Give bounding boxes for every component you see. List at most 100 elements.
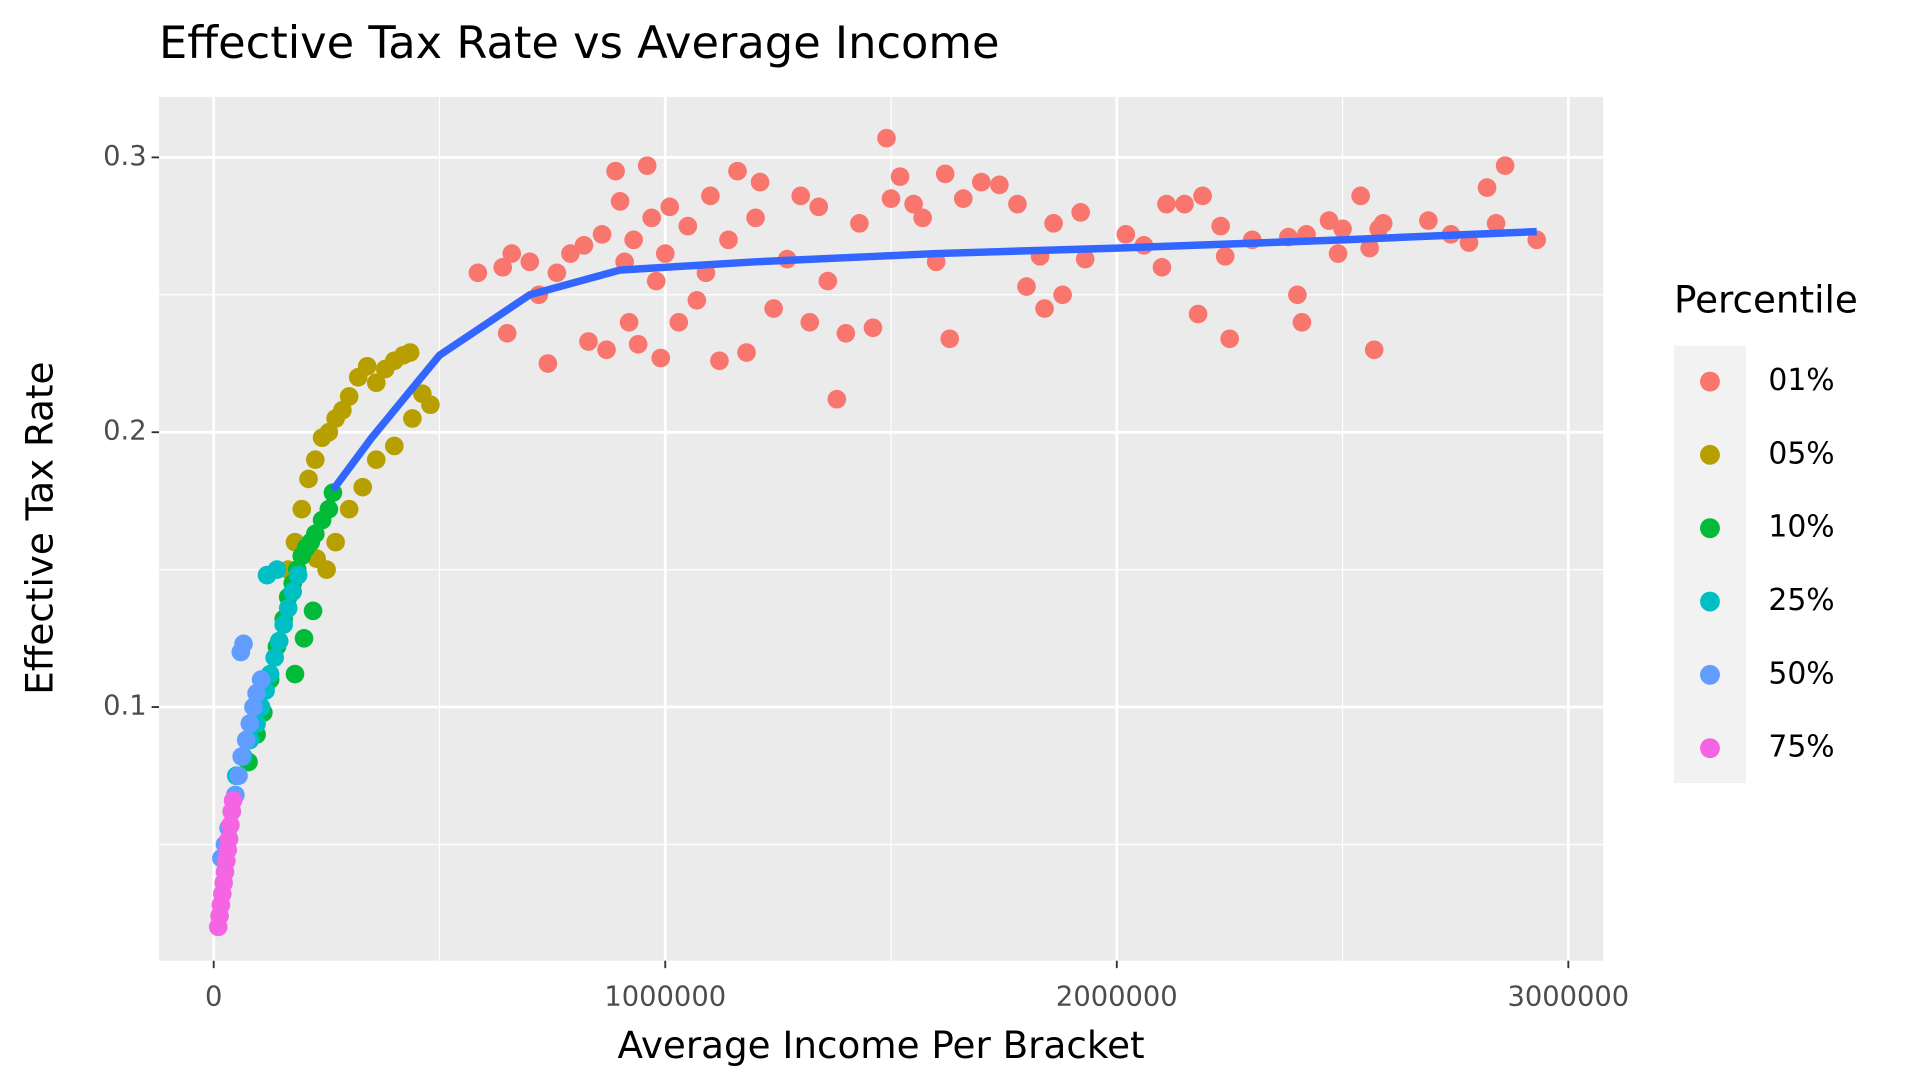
point — [1220, 329, 1239, 349]
point — [1373, 214, 1393, 233]
x-axis-label: Average Income Per Bracket — [618, 1023, 1145, 1067]
point — [1333, 219, 1352, 239]
point — [319, 499, 339, 519]
point — [642, 208, 662, 228]
point — [610, 192, 630, 211]
point — [520, 252, 540, 272]
chart-title: Effective Tax Rate vs Average Income — [159, 16, 999, 69]
point — [288, 565, 308, 585]
point — [1116, 225, 1136, 244]
point — [561, 244, 580, 263]
point — [935, 164, 955, 184]
point — [651, 348, 671, 368]
legend-label: 10% — [1768, 510, 1834, 545]
point — [1288, 285, 1307, 305]
marks — [208, 128, 1547, 937]
point — [421, 395, 440, 415]
point — [1071, 203, 1090, 222]
legend-key — [1700, 371, 1720, 392]
point — [1419, 211, 1438, 230]
point — [326, 532, 345, 552]
point — [827, 389, 847, 409]
point — [701, 186, 720, 206]
point — [1157, 194, 1176, 214]
point — [877, 128, 896, 148]
point — [339, 499, 359, 519]
point — [219, 829, 239, 849]
y-tick-label: 0.2 — [103, 416, 146, 447]
legend-title: Percentile — [1674, 278, 1858, 322]
x-tick-label: 2000000 — [1056, 981, 1178, 1012]
point — [317, 560, 336, 579]
legend: 01% 05% 10% 25% 50% 75% — [1700, 363, 1835, 765]
point — [538, 354, 558, 373]
y-axis-label: Effective Tax Rate — [18, 362, 62, 695]
point — [646, 271, 666, 291]
point — [669, 312, 689, 332]
point — [269, 631, 289, 651]
trend-line — [329, 227, 1537, 493]
point — [592, 225, 612, 244]
point — [1319, 211, 1339, 230]
point — [294, 629, 314, 648]
legend-key — [1700, 738, 1720, 759]
point — [863, 318, 883, 338]
point — [232, 747, 252, 766]
legend-label: 05% — [1768, 436, 1834, 471]
point — [1328, 244, 1348, 263]
point — [913, 208, 932, 228]
point — [809, 197, 829, 217]
point — [267, 560, 287, 579]
legend-label: 75% — [1768, 730, 1834, 765]
legend-label: 50% — [1768, 656, 1834, 691]
legend-key — [1700, 444, 1720, 465]
point — [493, 258, 513, 277]
point — [881, 189, 901, 208]
point — [1008, 194, 1027, 214]
legend-label: 25% — [1768, 583, 1834, 618]
point — [1035, 299, 1054, 318]
point — [265, 648, 284, 667]
point — [1486, 214, 1506, 233]
point — [606, 161, 625, 181]
point — [278, 598, 298, 618]
point — [357, 356, 377, 376]
legend-key — [1700, 518, 1720, 539]
point — [366, 373, 386, 393]
point — [728, 161, 747, 181]
point — [800, 312, 820, 332]
point — [818, 271, 838, 291]
point — [229, 766, 248, 786]
point — [655, 244, 675, 263]
point — [221, 815, 240, 835]
point — [953, 189, 973, 208]
legend-key — [1700, 664, 1720, 685]
point — [904, 194, 923, 214]
point — [1364, 340, 1384, 360]
point — [339, 387, 359, 406]
point — [624, 230, 643, 250]
point — [1152, 258, 1172, 277]
point — [1351, 186, 1370, 206]
point — [285, 664, 305, 684]
point — [274, 615, 294, 634]
point — [990, 175, 1009, 195]
point — [283, 582, 303, 601]
y-tick-label: 0.3 — [103, 141, 146, 172]
point — [1017, 277, 1036, 296]
point — [750, 172, 770, 192]
x-tick-label: 1000000 — [604, 981, 726, 1012]
point — [292, 499, 312, 519]
point — [637, 156, 657, 175]
point — [319, 422, 339, 442]
point — [305, 450, 325, 470]
legend-box — [1673, 345, 1747, 783]
point — [1075, 249, 1095, 269]
point — [791, 186, 811, 206]
point — [940, 329, 960, 349]
x-tick-label: 3000000 — [1507, 981, 1629, 1012]
point — [236, 730, 256, 750]
point — [1211, 216, 1230, 236]
point — [628, 334, 648, 354]
